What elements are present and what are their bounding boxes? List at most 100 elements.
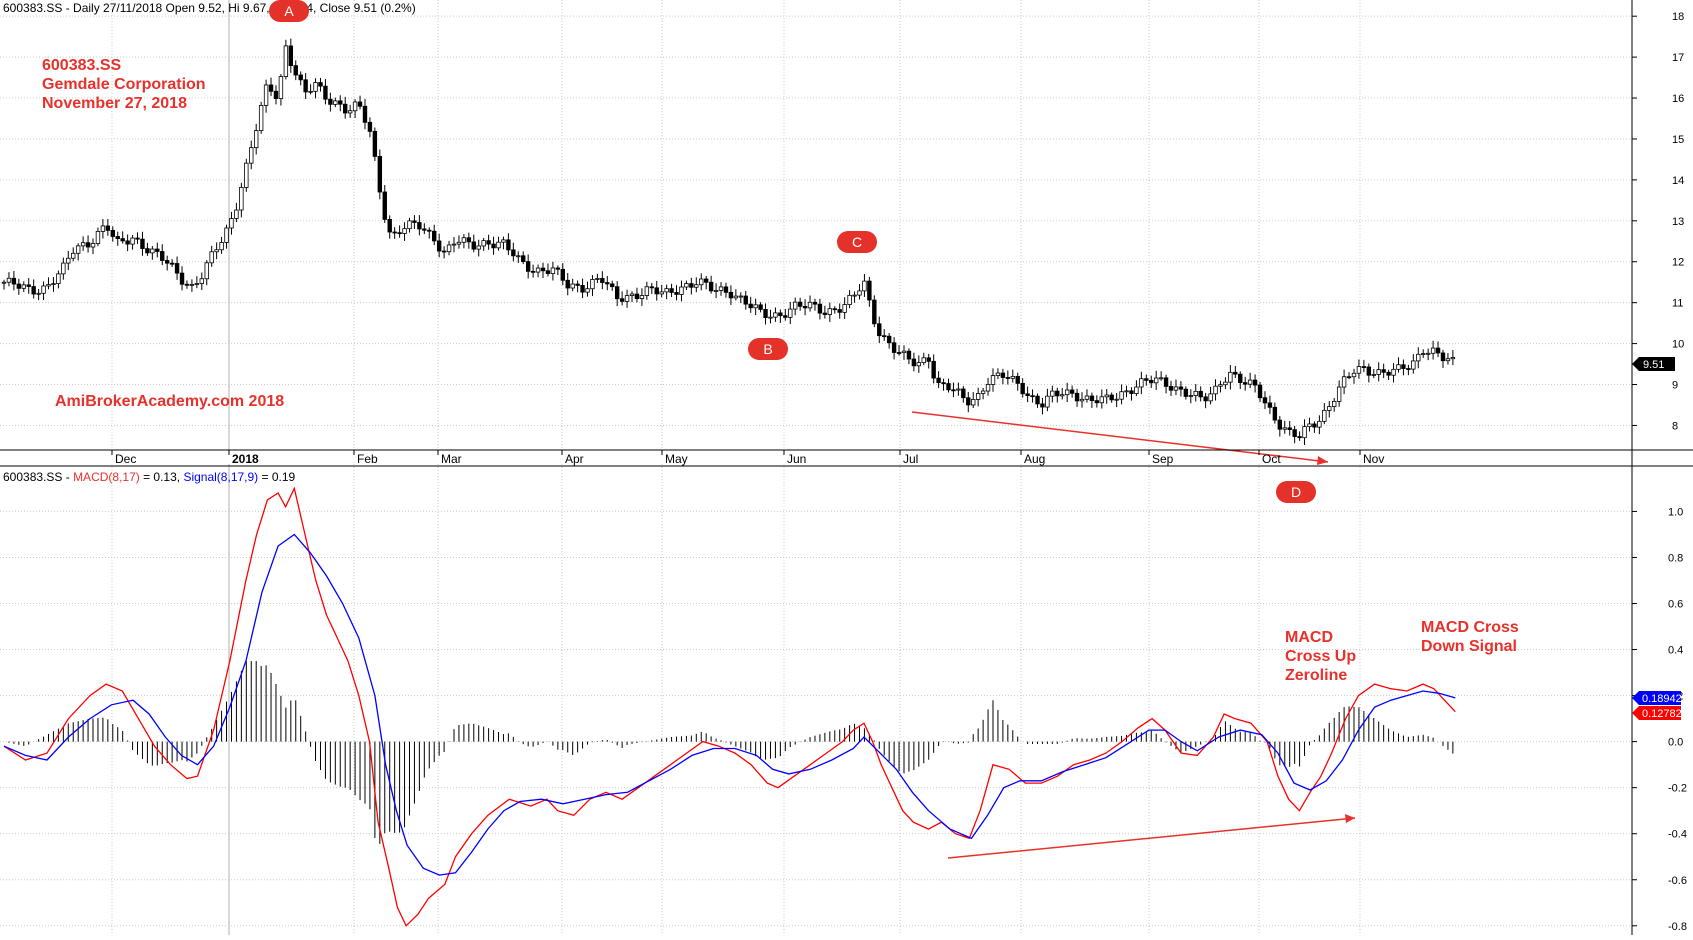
candle-body	[605, 282, 610, 285]
candle-body	[1139, 378, 1144, 388]
candle-body	[1094, 400, 1100, 404]
candle-body	[614, 286, 620, 300]
macd-trend-arrowhead	[1345, 814, 1355, 823]
candle-body	[1287, 427, 1292, 431]
candle-body	[530, 270, 536, 273]
cross-up-line1: MACD	[1285, 629, 1333, 646]
price-tick-label: 15	[1672, 134, 1684, 146]
candle-body	[199, 278, 204, 284]
candle-body	[506, 239, 511, 251]
candle-body	[1144, 378, 1149, 381]
candle-body	[1322, 409, 1327, 422]
candle-body	[847, 294, 852, 305]
candle-body	[105, 225, 111, 231]
candle-body	[763, 309, 768, 319]
candle-body	[26, 284, 31, 287]
macd-header-value: = 0.13,	[139, 470, 184, 484]
candle-body	[21, 284, 26, 289]
candle-body	[565, 279, 570, 289]
price-header: 600383.SS - Daily 27/11/2018 Open 9.52, …	[3, 1, 416, 15]
candle-body	[1257, 384, 1263, 399]
candle-body	[283, 45, 289, 77]
candle-body	[61, 262, 66, 275]
candle-body	[911, 358, 917, 367]
candle-body	[659, 291, 664, 295]
candle-body	[402, 228, 407, 234]
candle-body	[1010, 375, 1015, 379]
macd-header: 600383.SS - MACD(8,17) = 0.13, Signal(8,…	[3, 470, 295, 484]
candle-body	[1124, 390, 1129, 393]
candle-body	[1129, 390, 1134, 394]
candle-body	[590, 279, 595, 290]
candle-body	[486, 240, 491, 245]
price-tick-label: 11	[1672, 298, 1683, 310]
month-label: Apr	[565, 452, 584, 466]
candle-body	[1074, 392, 1080, 402]
candle-body	[130, 237, 135, 245]
candle-body	[1406, 368, 1411, 370]
candle-body	[476, 245, 481, 250]
candle-body	[1267, 402, 1273, 408]
month-label: Jul	[903, 452, 918, 466]
candle-body	[397, 232, 402, 235]
candle-body	[1450, 357, 1456, 360]
cross-up-line3: Zeroline	[1285, 667, 1348, 684]
candle-body	[328, 98, 333, 105]
candle-body	[832, 308, 837, 311]
macd-tick-label: 0.6	[1668, 599, 1683, 611]
candle-body	[451, 243, 457, 246]
candle-body	[160, 251, 165, 261]
candle-body	[1050, 390, 1055, 397]
candle-body	[1425, 352, 1431, 355]
candle-body	[110, 229, 115, 237]
candle-body	[595, 278, 600, 280]
price-tick-label: 10	[1672, 339, 1684, 351]
candle-body	[1371, 374, 1376, 376]
candle-body	[896, 352, 902, 354]
macd-tick-label: -0.2	[1668, 783, 1687, 795]
candle-body	[699, 278, 704, 286]
month-label: Aug	[1024, 452, 1045, 466]
candle-body	[1045, 395, 1050, 408]
marker-c: C	[837, 231, 877, 253]
candle-body	[80, 242, 86, 247]
candle-body	[422, 228, 427, 231]
candle-body	[644, 286, 650, 296]
candle-body	[417, 222, 422, 230]
candle-body	[718, 286, 724, 291]
candle-body	[461, 237, 467, 243]
cross-up-line2: Cross Up	[1285, 648, 1357, 665]
candle-body	[120, 238, 125, 242]
candle-body	[234, 209, 239, 219]
candle-body	[1356, 366, 1362, 374]
candle-body	[1030, 395, 1035, 398]
candle-body	[689, 283, 694, 288]
candle-body	[585, 288, 590, 293]
candle-body	[278, 76, 284, 99]
candle-body	[115, 236, 120, 239]
candle-body	[1351, 372, 1357, 378]
candle-body	[936, 377, 941, 384]
month-label: Sep	[1152, 452, 1174, 466]
candle-body	[1000, 372, 1006, 378]
candle-body	[951, 389, 956, 392]
candle-body	[249, 147, 254, 164]
candle-body	[1119, 391, 1124, 400]
candle-body	[1178, 386, 1184, 390]
price-trend-arrowhead	[1317, 456, 1328, 465]
candle-body	[768, 316, 773, 319]
candle-body	[1005, 377, 1011, 379]
candle-body	[1055, 390, 1060, 397]
macd-value-text: 0.12782	[1642, 708, 1682, 720]
candle-body	[837, 309, 842, 313]
candle-body	[575, 283, 580, 286]
last-price-tag	[1632, 357, 1675, 371]
candle-body	[1015, 375, 1020, 384]
candle-body	[931, 360, 936, 379]
date-label: November 27, 2018	[42, 95, 187, 112]
candle-body	[1223, 381, 1228, 386]
candle-body	[253, 130, 259, 149]
candle-body	[333, 100, 338, 105]
candle-body	[1193, 390, 1198, 396]
